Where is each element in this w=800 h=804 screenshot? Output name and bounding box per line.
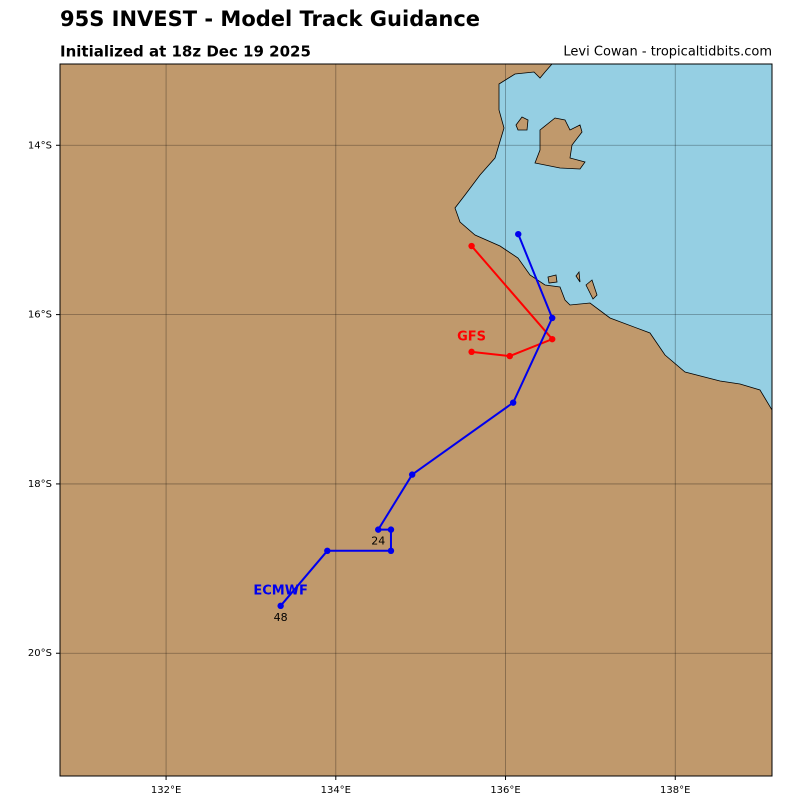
y-tick-label: 20°S [28,648,52,659]
hour-label: 48 [274,611,288,624]
frame [59,63,773,777]
model-label: GFS [457,329,486,344]
track-point [515,230,522,238]
x-tick-label: 138°E [660,785,690,796]
model-label: ECMWF [253,583,308,598]
track-point [506,352,513,360]
credit: Levi Cowan - tropicaltidbits.com [563,45,772,60]
track-point [277,602,284,610]
island [575,270,581,283]
ocean [454,64,772,411]
track-point [387,526,395,533]
track-line [470,245,554,358]
track-point [549,335,556,343]
y-tick-label: 18°S [28,479,52,490]
plot-layer: GFS 24 48 ECMWF [60,64,772,776]
island [585,279,598,300]
x-tick-label: 134°E [321,785,351,796]
hour-label: 24 [371,535,385,548]
y-tick-label: 14°S [28,140,52,151]
x-tick-label: 132°E [151,785,181,796]
track-point [509,399,517,406]
chart-subtitle: Initialized at 18z Dec 19 2025 [60,43,311,61]
chart-title: 95S INVEST - Model Track Guidance [60,7,480,31]
track-point [375,526,382,533]
x-tick-label: 136°E [490,785,520,796]
track-point [324,547,331,555]
track-point [387,547,395,555]
island [515,116,529,131]
track-point [408,471,416,478]
track-point [549,314,556,322]
track-point [468,242,475,250]
y-tick-label: 16°S [28,310,52,321]
map: GFS 24 48 ECMWF [60,64,772,776]
island [547,274,558,284]
island [534,117,586,170]
track-point [468,348,475,356]
